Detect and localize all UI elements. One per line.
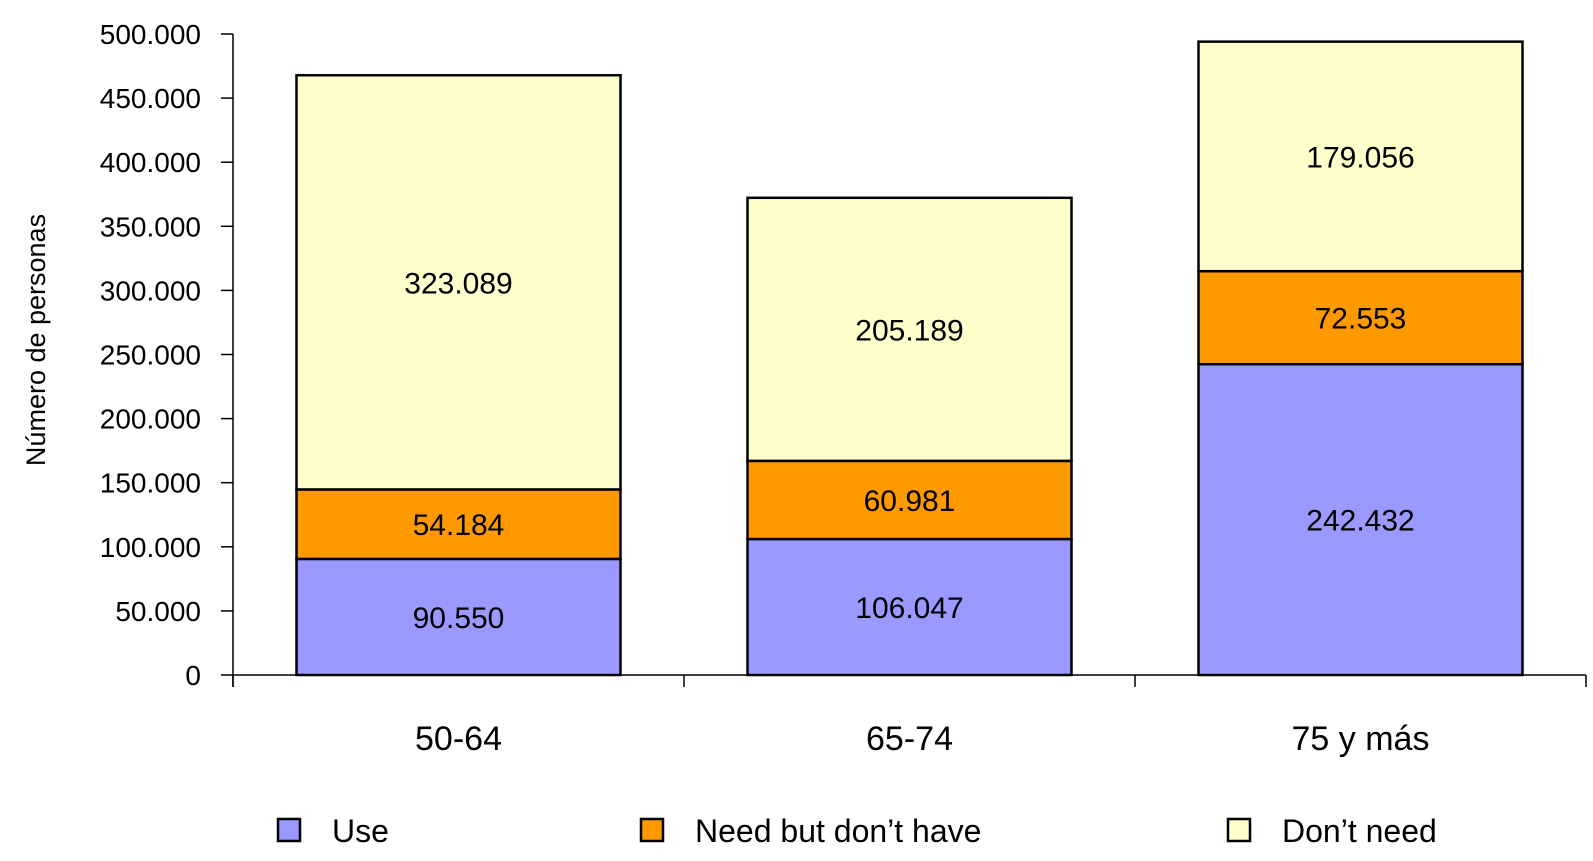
y-tick-label: 500.000 xyxy=(100,19,201,50)
bar-segment xyxy=(295,557,622,677)
y-tick-label: 50.000 xyxy=(115,596,201,627)
bar-segment xyxy=(295,74,622,491)
bar-segment xyxy=(1197,40,1524,273)
x-category-label: 50-64 xyxy=(415,720,502,758)
x-category-label: 65-74 xyxy=(866,720,953,758)
y-tick-label: 200.000 xyxy=(100,404,201,435)
data-label: 323.089 xyxy=(404,267,512,300)
y-tick-label: 450.000 xyxy=(100,83,201,114)
data-label: 179.056 xyxy=(1306,141,1414,174)
y-axis-title: Número de personas xyxy=(21,214,51,466)
data-label: 90.550 xyxy=(413,602,505,635)
legend-label: Don’t need xyxy=(1282,813,1437,849)
legend-swatch xyxy=(276,817,302,843)
bar-segment xyxy=(295,488,622,561)
y-tick-label: 100.000 xyxy=(100,532,201,563)
y-tick-label: 250.000 xyxy=(100,340,201,371)
legend-label: Use xyxy=(332,813,389,849)
legend-swatch xyxy=(639,817,665,843)
data-label: 205.189 xyxy=(855,314,963,347)
legend-label: Need but don’t have xyxy=(695,813,981,849)
axes: 0 50.000 100.000 150.000 200.000 250.000 300.0… xyxy=(100,19,1587,758)
data-label: 72.553 xyxy=(1315,303,1407,336)
y-tick-label: 0 xyxy=(185,660,201,691)
legend-swatch xyxy=(1226,817,1252,843)
bars: 90.550 54.184 323.089 106.047 60.981 205.189 2… xyxy=(295,40,1524,677)
bar-segment xyxy=(746,459,1073,541)
data-label: 106.047 xyxy=(855,592,963,625)
y-tick-label: 300.000 xyxy=(100,275,201,306)
data-label: 242.432 xyxy=(1306,505,1414,538)
data-label: 60.981 xyxy=(864,485,956,518)
legend: Use Need but don’t have Don’t need xyxy=(276,813,1437,849)
x-category-label: 75 y más xyxy=(1292,720,1430,758)
bar-segment xyxy=(746,196,1073,463)
y-tick-label: 150.000 xyxy=(100,468,201,499)
y-tick-label: 350.000 xyxy=(100,211,201,242)
y-tick-label: 400.000 xyxy=(100,147,201,178)
data-label: 54.184 xyxy=(413,509,505,542)
